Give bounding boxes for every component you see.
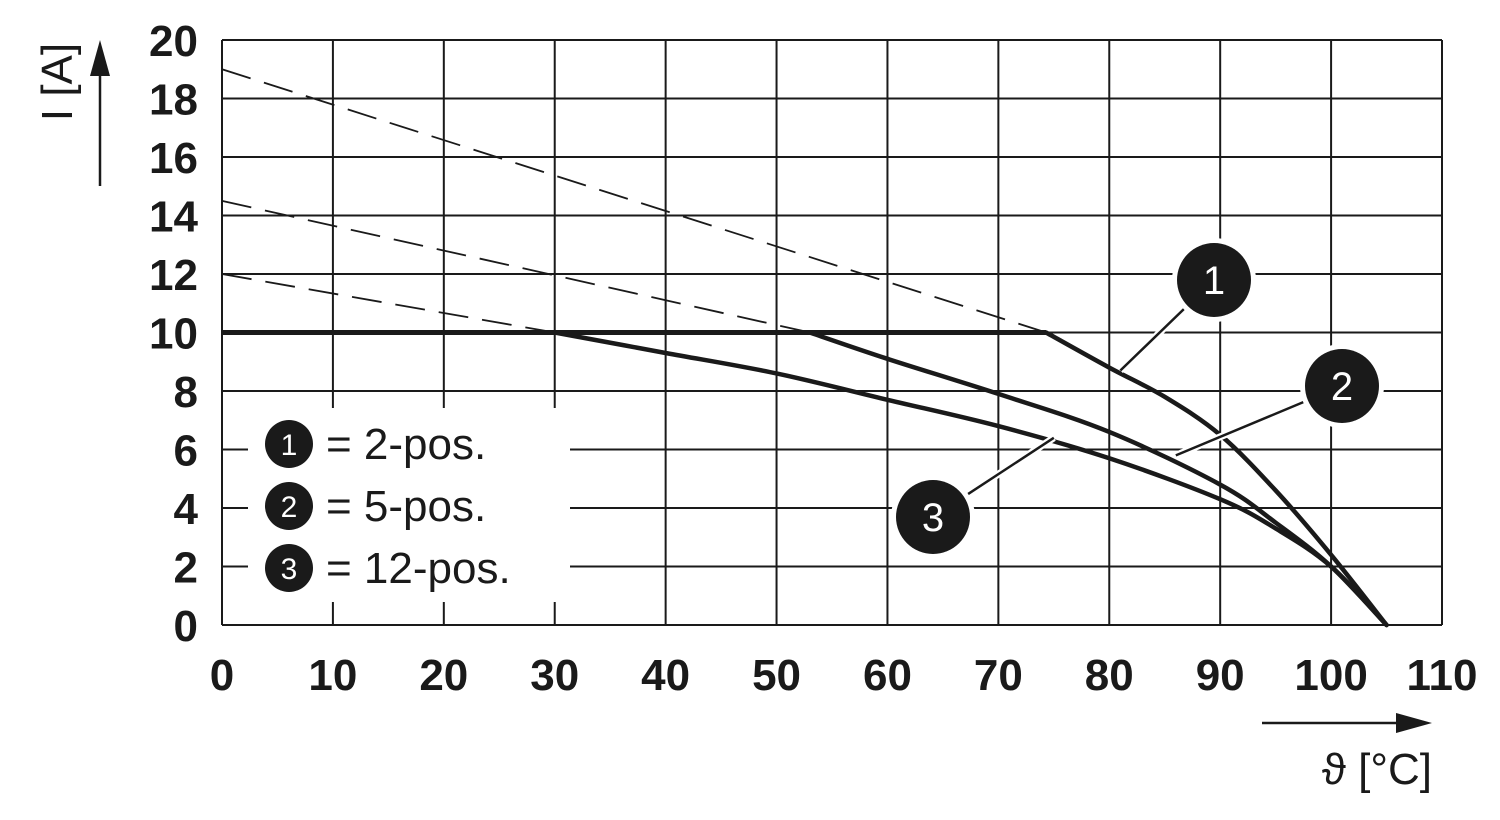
legend-label: = 12-pos. xyxy=(326,544,511,593)
legend-badge-1 xyxy=(265,420,313,468)
y-tick-label: 20 xyxy=(149,17,198,66)
x-tick-label: 30 xyxy=(530,651,579,700)
x-tick-label: 10 xyxy=(308,651,357,700)
callout-leader-2 xyxy=(1175,399,1308,457)
callout-badge-number: 1 xyxy=(1203,259,1225,303)
x-axis-label: ϑ [°C] xyxy=(1322,745,1432,794)
x-tick-label: 20 xyxy=(419,651,468,700)
x-tick-label: 50 xyxy=(752,651,801,700)
callout-leader-1 xyxy=(1119,305,1188,372)
y-axis-label-group: I [A] xyxy=(33,40,110,186)
callouts: 1 2 3 xyxy=(891,238,1384,559)
legend-badge-3 xyxy=(265,544,313,592)
theoretical-line-1 xyxy=(221,68,1047,334)
legend-badge-number: 3 xyxy=(281,553,298,586)
y-tick-labels: 0 2 4 6 8 10 12 14 16 18 20 xyxy=(149,17,198,651)
derating-curve-2 xyxy=(807,330,1389,628)
x-tick-label: 90 xyxy=(1196,651,1245,700)
y-axis-label: I [A] xyxy=(33,43,82,121)
callout-badge-number: 2 xyxy=(1331,365,1353,409)
y-tick-label: 0 xyxy=(174,602,198,651)
x-tick-label: 100 xyxy=(1294,651,1367,700)
theoretical-lines xyxy=(221,68,1047,334)
x-axis-label-group: ϑ [°C] xyxy=(1262,713,1432,794)
legend-badge-2 xyxy=(265,482,313,530)
y-tick-label: 10 xyxy=(149,310,198,359)
callout-badge-3 xyxy=(896,480,970,554)
y-tick-label: 2 xyxy=(174,544,198,593)
legend-badge-number: 1 xyxy=(281,429,298,462)
derating-curve-3 xyxy=(552,330,1389,628)
x-tick-label: 70 xyxy=(974,651,1023,700)
x-axis-arrow-head xyxy=(1396,713,1432,733)
y-tick-label: 18 xyxy=(149,76,198,125)
theoretical-line-3 xyxy=(221,273,555,334)
callout-badge-number: 3 xyxy=(922,496,944,540)
y-tick-label: 4 xyxy=(174,485,199,534)
y-axis-arrow-head xyxy=(90,40,110,76)
callout-badge-2 xyxy=(1305,349,1379,423)
x-tick-label: 60 xyxy=(863,651,912,700)
callout-badge-1 xyxy=(1177,243,1251,317)
legend: 1 = 2-pos. 2 = 5-pos. 3 = 12-pos. xyxy=(248,408,570,602)
x-tick-label: 80 xyxy=(1085,651,1134,700)
legend-label: = 5-pos. xyxy=(326,482,486,531)
x-tick-label: 40 xyxy=(641,651,690,700)
y-tick-label: 14 xyxy=(149,193,198,242)
y-tick-label: 16 xyxy=(149,134,198,183)
x-tick-labels: 0 10 20 30 40 50 60 70 80 90 100 110 xyxy=(210,651,1478,700)
callout-leader-3 xyxy=(964,436,1055,498)
theoretical-line-2 xyxy=(221,199,811,334)
x-tick-label: 110 xyxy=(1407,651,1478,700)
x-tick-label: 0 xyxy=(210,651,234,700)
y-tick-label: 6 xyxy=(174,427,198,476)
y-tick-label: 8 xyxy=(174,368,198,417)
y-tick-label: 12 xyxy=(149,251,198,300)
legend-badge-number: 2 xyxy=(281,491,298,524)
legend-label: = 2-pos. xyxy=(326,420,486,469)
